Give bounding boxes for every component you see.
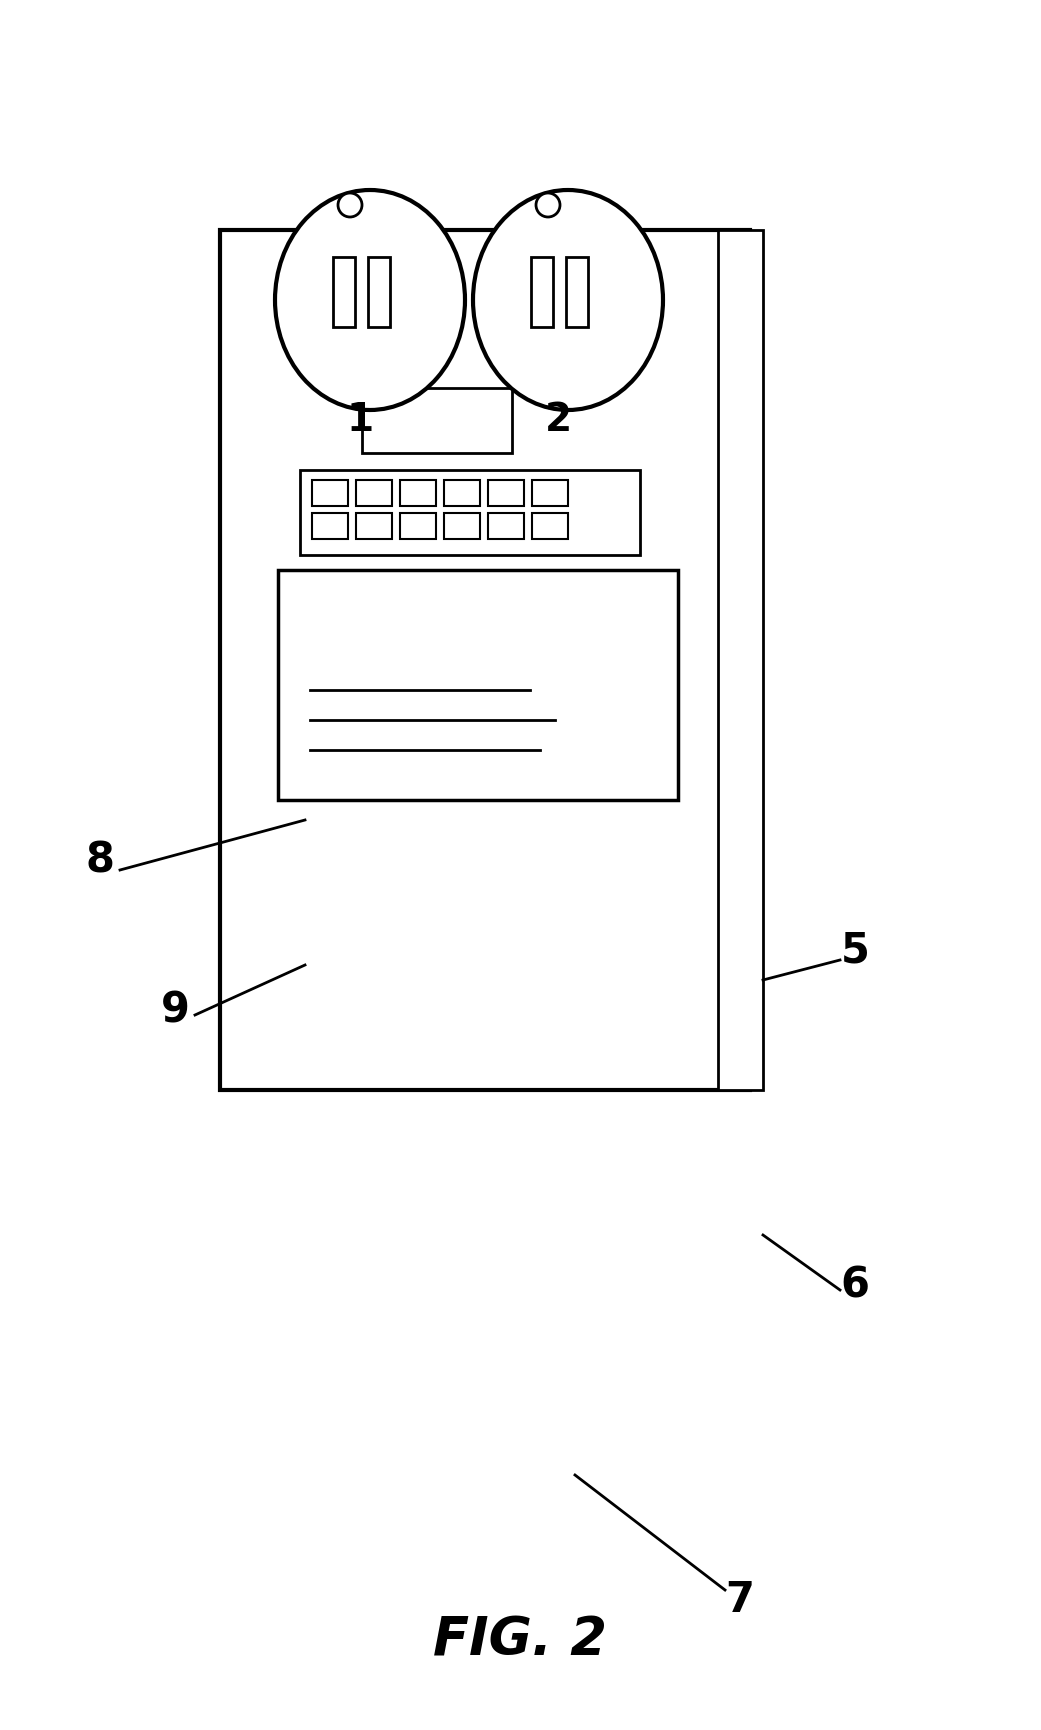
Bar [718,230,763,1090]
Bar [532,479,568,505]
Bar [220,230,750,1090]
Bar [278,569,678,799]
Bar [400,514,436,540]
Circle shape [338,194,362,216]
Bar [312,514,348,540]
Bar [356,479,392,505]
Bar [333,258,355,327]
Bar [488,479,524,505]
Bar [362,388,512,453]
Bar [531,258,553,327]
Bar [532,514,568,540]
Text: 7: 7 [726,1579,755,1621]
Bar [400,479,436,505]
Ellipse shape [473,190,663,410]
Circle shape [536,194,560,216]
Text: 8: 8 [85,839,115,881]
Bar [369,258,390,327]
Bar [566,258,588,327]
Bar [445,479,480,505]
Text: 6: 6 [840,1265,869,1306]
Text: FIG. 2: FIG. 2 [433,1614,607,1666]
Text: 2: 2 [544,401,572,439]
Bar [445,514,480,540]
Bar [300,471,640,555]
Text: 9: 9 [160,990,189,1031]
Bar [488,514,524,540]
Bar [312,479,348,505]
Text: 1: 1 [347,401,374,439]
Bar [356,514,392,540]
Text: 5: 5 [840,929,869,971]
Ellipse shape [275,190,465,410]
